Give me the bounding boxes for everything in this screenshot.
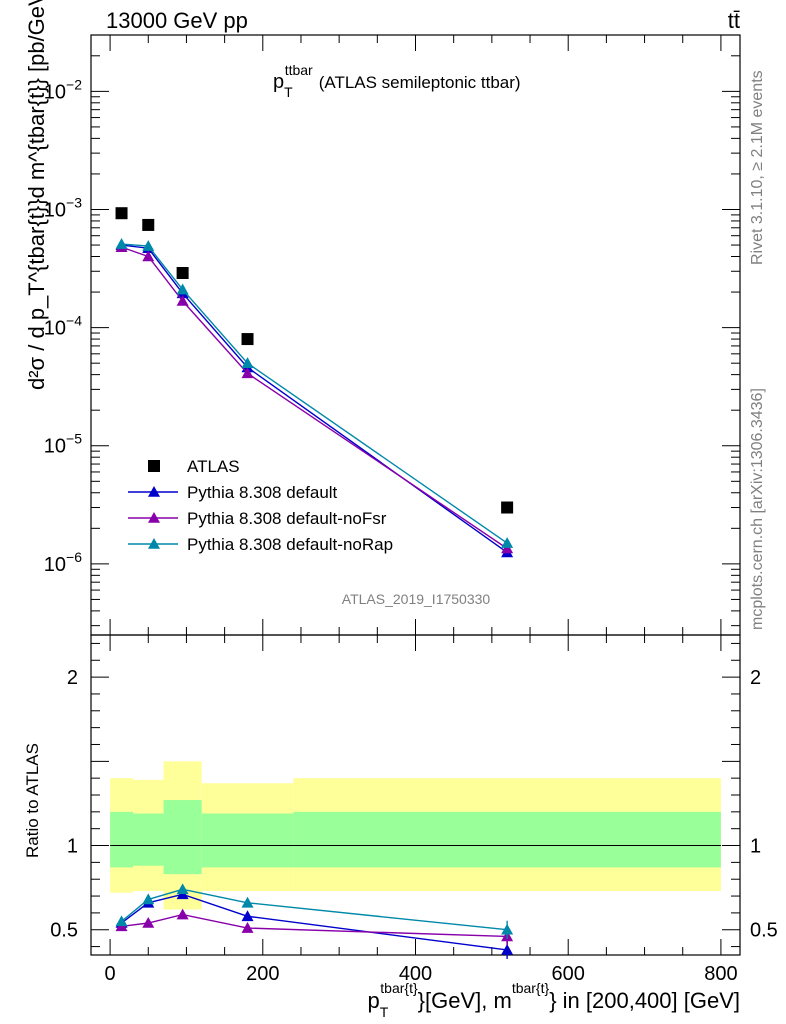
data-point-0: [241, 333, 254, 346]
ratio-point-2: [142, 893, 155, 905]
ratio-y-tick-label-left: 1: [67, 836, 78, 858]
y-tick-label: 10−6: [44, 549, 82, 576]
data-point-2: [501, 542, 514, 554]
y-tick-base: 10: [44, 199, 66, 221]
xlabel-sup2: tbar{t}: [512, 980, 550, 996]
ratio-y-tick-label-left: 2: [67, 667, 78, 689]
data-point-3: [241, 357, 254, 368]
data-point-2: [176, 295, 189, 306]
ratio-point-0: [241, 910, 254, 922]
x-tick-label: 200: [246, 963, 279, 985]
data-point-2: [241, 367, 254, 379]
ratio-y-tick-label-left: 0.5: [50, 920, 78, 942]
y-tick-exponent: −2: [66, 76, 82, 92]
ratio-point-2: [241, 896, 254, 908]
title-rest: (ATLAS semileptonic ttbar): [319, 73, 521, 92]
x-tick-label: 600: [552, 963, 585, 985]
legend-label: Pythia 8.308 default-noRap: [187, 535, 393, 554]
data-point-0: [501, 501, 514, 514]
y-tick-label: 10−4: [44, 313, 82, 340]
legend-marker: [148, 460, 160, 472]
uncertainty-band-green: [163, 800, 202, 875]
uncertainty-band-green: [132, 813, 164, 866]
data-point-3: [176, 283, 189, 295]
ratio-y-tick-label-right: 2: [750, 667, 761, 689]
legend-marker: [148, 486, 160, 497]
main-plot-area: 10−610−510−410−310−2: [44, 34, 741, 636]
ratio-plot-area: 0 200 400 600 800 0.5 0.5 1 1 2 2: [50, 619, 778, 985]
legend-label: ATLAS: [187, 457, 240, 476]
uncertainty-band-green: [110, 811, 133, 868]
y-tick-exponent: −5: [66, 431, 82, 447]
x-tick-label: 400: [399, 963, 432, 985]
data-point-2: [142, 250, 155, 262]
y-tick-exponent: −3: [66, 194, 82, 210]
rivet-label: Rivet 3.1.10, ≥ 2.1M events: [749, 70, 766, 265]
xlabel-rest: } in [200,400] [GeV]: [549, 988, 740, 1013]
ratio-point-1: [176, 908, 189, 920]
ratio-point-1: [142, 917, 155, 928]
data-point-0: [142, 218, 155, 231]
title-sup: ttbar: [285, 62, 313, 78]
y-tick-label: 10−2: [44, 76, 82, 103]
ratio-ylabel: Ratio to ATLAS: [23, 743, 42, 858]
ratio-point-1: [241, 922, 254, 933]
y-tick-base: 10: [44, 318, 66, 340]
ratio-point-0: [501, 943, 514, 955]
mcplots-label: mcplots.cern.ch [arXiv:1306.3436]: [749, 388, 766, 630]
ratio-xlabel: pTtbar{t}}[GeV], mtbar{t}} in [200,400] …: [367, 980, 740, 1020]
ratio-y-tick-label-right: 1: [750, 836, 761, 858]
ratio-point-2: [176, 883, 189, 895]
y-tick-base: 10: [44, 554, 66, 576]
y-tick-base: 10: [44, 436, 66, 458]
data-point-3: [115, 238, 128, 249]
legend-marker: [148, 512, 160, 523]
y-tick-exponent: −6: [66, 549, 82, 565]
y-tick-base: 10: [44, 81, 66, 103]
xlabel-sub: T: [380, 1004, 389, 1020]
analysis-id-label: ATLAS_2019_I1750330: [342, 591, 491, 607]
legend: ATLAS Pythia 8.308 default Pythia 8.308 de…: [128, 457, 393, 554]
main-panel-title: pTttbar (ATLAS semileptonic ttbar): [273, 62, 521, 100]
data-point-0: [176, 266, 189, 279]
title-sub: T: [284, 84, 293, 100]
xlabel-mid: }[GeV], m: [418, 988, 512, 1013]
process-label: tt̄: [728, 8, 740, 33]
ratio-point-2: [501, 923, 514, 935]
xlabel-sup: tbar{t}: [380, 980, 418, 996]
data-point-3: [142, 240, 155, 251]
data-point-3: [501, 537, 514, 548]
data-point-0: [115, 207, 128, 220]
x-tick-label: 0: [105, 963, 116, 985]
legend-marker: [148, 538, 160, 549]
energy-label: 13000 GeV pp: [106, 8, 248, 33]
ratio-point-2: [115, 915, 128, 927]
legend-label: Pythia 8.308 default: [187, 483, 338, 502]
ratio-y-tick-label-right: 0.5: [750, 920, 778, 942]
xlabel-main: p: [367, 988, 379, 1013]
y-tick-label: 10−3: [44, 194, 82, 221]
y-tick-exponent: −4: [66, 313, 82, 329]
main-ylabel: d²σ / d p_T^{tbar{t}}d m^{tbar{t}} [pb/G…: [24, 0, 49, 390]
uncertainty-band-green: [293, 811, 721, 868]
legend-label: Pythia 8.308 default-noFsr: [187, 509, 387, 528]
title-main: p: [273, 71, 284, 93]
y-tick-label: 10−5: [44, 431, 82, 458]
uncertainty-band-green: [201, 813, 294, 868]
x-tick-label: 800: [704, 963, 737, 985]
